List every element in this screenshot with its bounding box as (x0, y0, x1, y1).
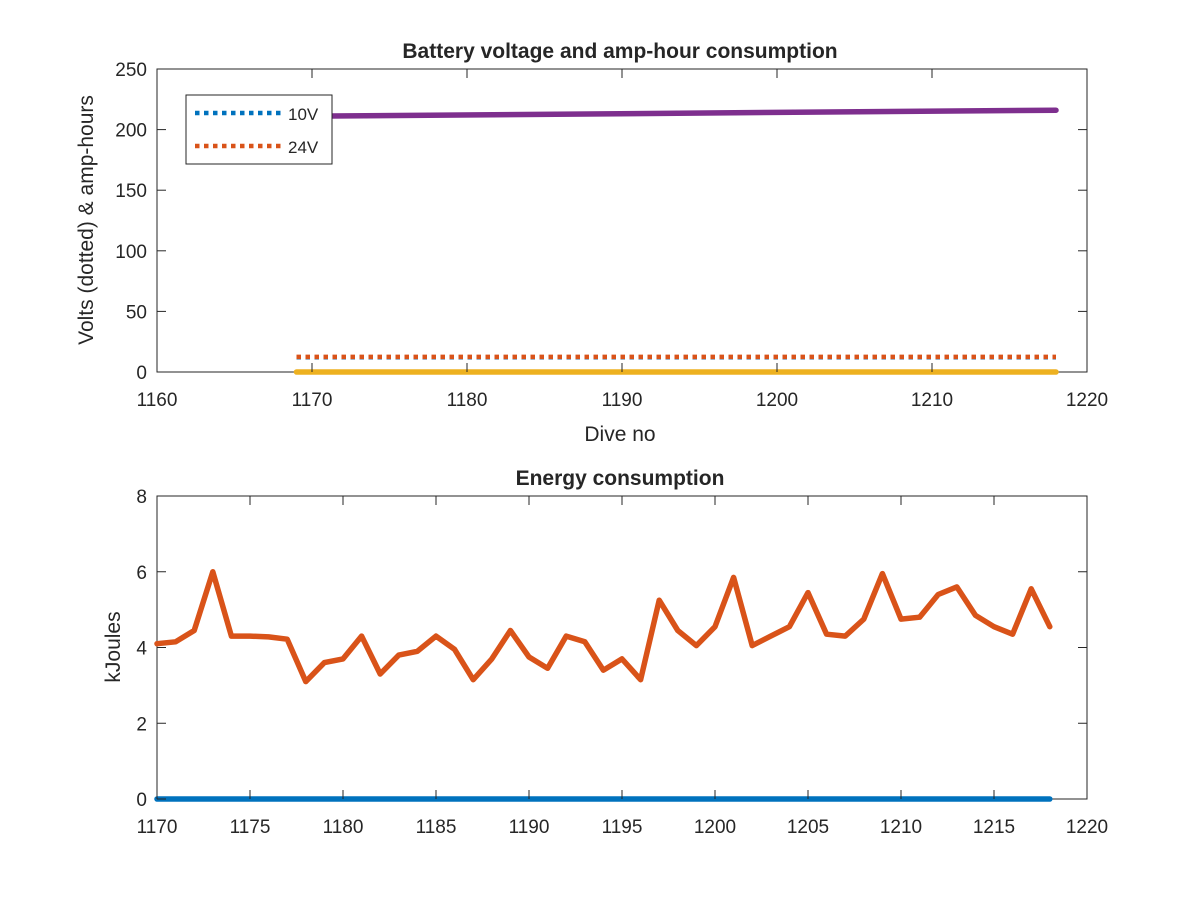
x-tick-label: 1200 (756, 390, 798, 411)
y-tick-label: 100 (115, 242, 147, 263)
legend-box (185, 94, 333, 165)
y-tick-label: 8 (136, 487, 147, 508)
legend-label-10v: 10V (288, 105, 319, 124)
y-tick-label: 0 (136, 790, 147, 811)
series-line-0-3 (293, 107, 1059, 120)
voltage-chart-series (293, 107, 1059, 375)
y-tick-label: 6 (136, 563, 147, 584)
x-tick-label: 1210 (880, 817, 922, 838)
y-tick-label: 50 (126, 302, 147, 323)
x-tick-label: 1190 (602, 390, 643, 411)
voltage-chart-y-label: Volts (dotted) & amp-hours (75, 95, 98, 345)
energy-chart-title: Energy consumption (516, 467, 725, 490)
x-tick-label: 1220 (1066, 390, 1108, 411)
voltage-chart-x-ticks: 1160 1170 1180 1190 1200 1210 1220 (137, 69, 1108, 411)
x-tick-label: 1170 (137, 817, 178, 838)
energy-chart-plot-area (156, 495, 1088, 800)
x-tick-label: 1175 (230, 817, 271, 838)
x-tick-label: 1205 (787, 817, 829, 838)
y-tick-label: 250 (115, 60, 147, 81)
x-tick-label: 1190 (509, 817, 550, 838)
y-tick-label: 150 (115, 181, 147, 202)
voltage-chart-legend: 10V 24V (185, 94, 333, 165)
x-tick-label: 1180 (447, 390, 488, 411)
x-tick-label: 1215 (973, 817, 1015, 838)
voltage-chart: Battery voltage and amp-hour consumption… (75, 40, 1108, 446)
x-tick-label: 1170 (292, 390, 333, 411)
x-tick-label: 1185 (416, 817, 457, 838)
y-tick-label: 0 (136, 363, 147, 384)
x-tick-label: 1180 (323, 817, 364, 838)
voltage-chart-y-ticks: 0 50 100 150 200 250 (115, 60, 1087, 384)
energy-chart-x-ticks: 1170 1175 1180 1185 1190 1195 1200 1205 1210 1215… (137, 496, 1108, 838)
y-tick-label: 200 (115, 121, 147, 142)
x-tick-label: 1160 (137, 390, 178, 411)
y-tick-label: 4 (136, 639, 147, 660)
x-tick-label: 1200 (694, 817, 736, 838)
energy-chart-y-ticks: 0 2 4 6 8 (136, 487, 1087, 811)
x-tick-label: 1210 (911, 390, 953, 411)
energy-chart-y-label: kJoules (102, 611, 125, 682)
y-tick-label: 2 (136, 714, 147, 735)
voltage-chart-x-label: Dive no (584, 423, 655, 446)
voltage-chart-title: Battery voltage and amp-hour consumption (402, 40, 837, 63)
series-line-1-1 (154, 569, 1053, 685)
legend-label-24v: 24V (288, 138, 319, 157)
energy-chart: Energy consumption 1170 1175 1180 1185 1190 1… (102, 467, 1108, 838)
x-tick-label: 1195 (602, 817, 643, 838)
x-tick-label: 1220 (1066, 817, 1108, 838)
